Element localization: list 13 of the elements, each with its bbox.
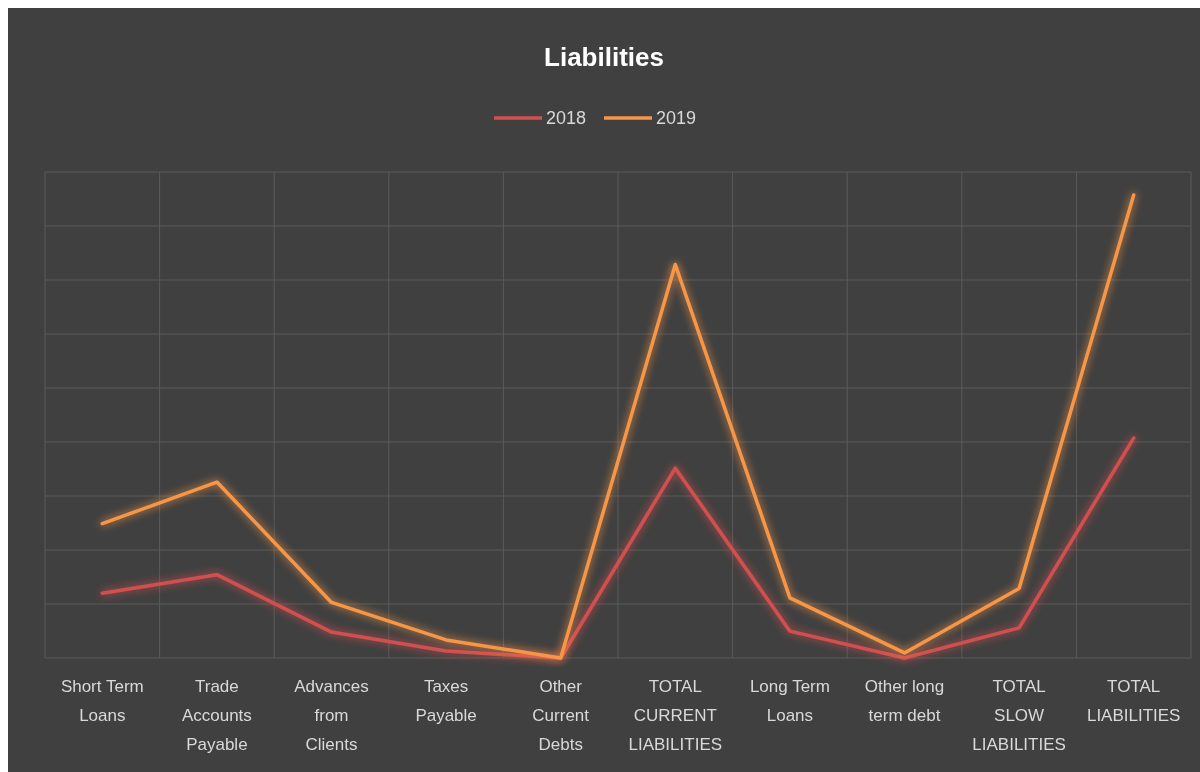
x-tick-label: Long Term Loans bbox=[749, 677, 830, 725]
x-tick-label: TOTAL LIABILITIES bbox=[1086, 677, 1181, 725]
chart-title: Liabilities bbox=[544, 42, 664, 72]
x-tick-label: Taxes Payable bbox=[415, 677, 477, 725]
legend-label: 2019 bbox=[656, 108, 697, 128]
x-tick-label: TOTAL SLOW LIABILITIES bbox=[972, 677, 1066, 754]
legend-label: 2018 bbox=[546, 108, 587, 128]
x-tick-label: TOTAL CURRENT LIABILITIES bbox=[628, 677, 723, 754]
x-tick-label: Advances from Clients bbox=[294, 677, 369, 754]
x-tick-label: Trade Accounts Payable bbox=[181, 677, 252, 754]
x-tick-label: Other long term debt bbox=[864, 677, 945, 725]
x-tick-label: Short Term Loans bbox=[60, 677, 144, 725]
x-tick-label: Other Current Debts bbox=[532, 677, 590, 754]
